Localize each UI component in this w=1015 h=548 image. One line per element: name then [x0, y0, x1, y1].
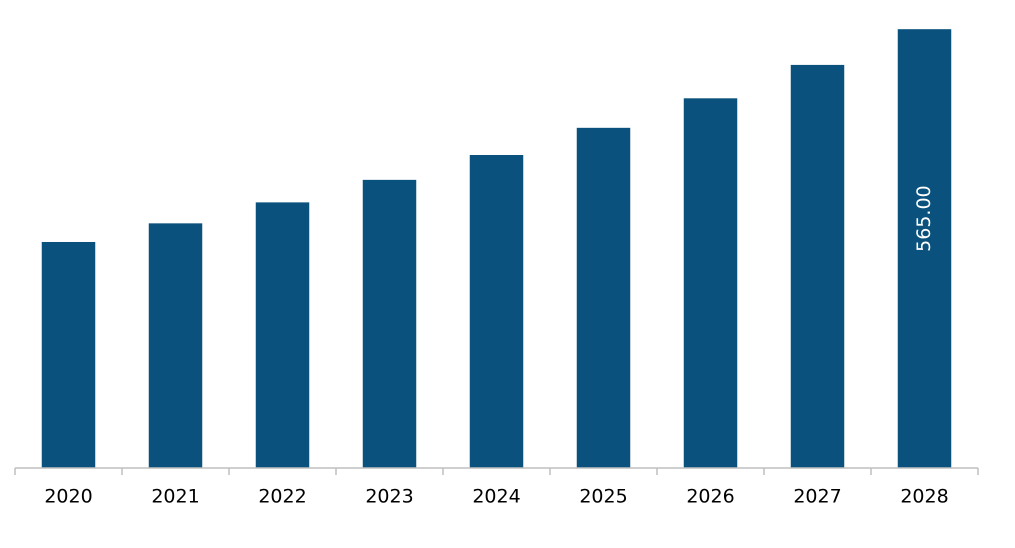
- bar: [576, 127, 631, 468]
- bar: [362, 179, 417, 468]
- x-tick-label: 2023: [365, 486, 413, 508]
- x-tick-label: 2020: [44, 486, 92, 508]
- x-tick-label: 2025: [579, 486, 627, 508]
- value-label: 565.00: [913, 185, 935, 251]
- bar: [148, 223, 203, 468]
- x-tick-label: 2024: [472, 486, 520, 508]
- bar: [683, 98, 738, 468]
- bar: [41, 241, 96, 468]
- x-tick-label: 2022: [258, 486, 306, 508]
- x-tick-label: 2026: [686, 486, 734, 508]
- bar: [255, 202, 310, 468]
- bar: [469, 155, 524, 468]
- x-tick-label: 2021: [151, 486, 199, 508]
- bar: [790, 64, 845, 468]
- x-tick-label: 2028: [900, 486, 948, 508]
- x-tick-label: 2027: [793, 486, 841, 508]
- bar: [897, 29, 952, 469]
